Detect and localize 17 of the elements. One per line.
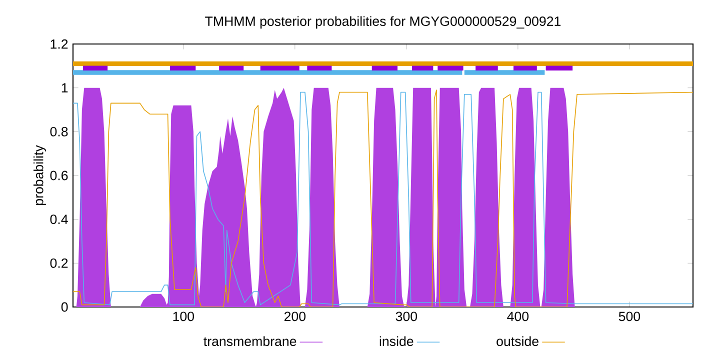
y-tick-label: 0.6: [50, 170, 68, 180]
y-axis-title: probability: [34, 145, 46, 205]
chart-title: TMHMM posterior probabilities for MGYG000000529_00921: [205, 16, 561, 28]
legend-label: transmembrane: [204, 336, 296, 346]
x-tick-label: 100: [173, 312, 194, 322]
y-tick-label: 0.4: [50, 214, 68, 224]
x-tick-label: 400: [507, 312, 529, 322]
x-tick-label: 200: [284, 312, 306, 322]
x-tick-label: 300: [396, 312, 418, 322]
y-tick-label: 0.2: [50, 258, 68, 268]
y-tick-label: 0.8: [50, 126, 68, 136]
y-tick-label: 1: [62, 83, 68, 92]
legend-label: outside: [496, 336, 538, 346]
y-tick-label: 0: [61, 302, 68, 312]
x-tick-label: 500: [618, 312, 640, 322]
legend-label: inside: [380, 336, 414, 346]
y-tick-label: 1.2: [50, 39, 68, 49]
